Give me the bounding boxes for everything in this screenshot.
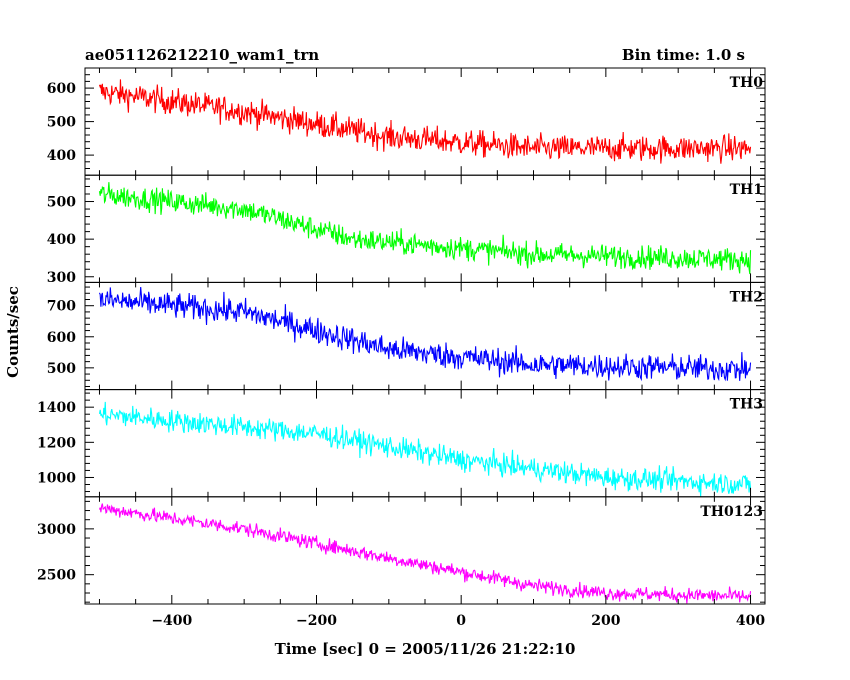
y-tick-label: 1400 bbox=[37, 400, 76, 416]
y-axis-label: Counts/sec bbox=[4, 286, 22, 378]
chart-title-right: Bin time: 1.0 s bbox=[622, 46, 745, 64]
y-tick-label: 700 bbox=[47, 299, 76, 315]
panel-th1: 300 400 500 TH1 bbox=[47, 174, 766, 286]
panel-th0: 400 500 600 TH0 bbox=[47, 67, 766, 176]
series-line-th2 bbox=[98, 286, 752, 382]
panel-frame bbox=[84, 174, 766, 283]
panel-th0123: 2500 3000 TH0123 bbox=[37, 496, 766, 605]
panel-th3: 1000 1200 1400 TH3 bbox=[37, 389, 766, 498]
panel-frame bbox=[84, 67, 766, 176]
panels-layer: 400 500 600 TH0 300 400 500 TH1 500 600 700 TH2 1000… bbox=[37, 67, 766, 629]
panel-label-th3: TH3 bbox=[730, 397, 763, 413]
x-tick-label: −200 bbox=[296, 613, 337, 629]
x-tick-label: −400 bbox=[151, 613, 192, 629]
y-tick-label: 1200 bbox=[37, 435, 76, 451]
panel-frame bbox=[84, 496, 766, 605]
x-tick-label: 200 bbox=[591, 613, 620, 629]
y-tick-label: 500 bbox=[47, 195, 76, 211]
series-line-th0123 bbox=[98, 503, 752, 604]
x-axis-label: Time [sec] 0 = 2005/11/26 21:22:10 bbox=[275, 640, 576, 658]
panel-label-th0: TH0 bbox=[730, 75, 764, 91]
y-tick-label: 600 bbox=[47, 330, 76, 346]
y-tick-label: 300 bbox=[47, 270, 76, 286]
panel-label-th0123: TH0123 bbox=[700, 504, 763, 520]
series-line-th1 bbox=[98, 182, 752, 275]
y-tick-label: 600 bbox=[47, 81, 76, 97]
y-tick-label: 400 bbox=[47, 232, 76, 248]
panel-label-th1: TH1 bbox=[730, 182, 763, 198]
y-tick-label: 3000 bbox=[37, 522, 76, 538]
panel-label-th2: TH2 bbox=[730, 289, 763, 305]
series-line-th3 bbox=[98, 401, 752, 497]
y-tick-label: 500 bbox=[47, 115, 76, 131]
chart-title-left: ae051126212210_wam1_trn bbox=[85, 46, 319, 64]
y-tick-label: 400 bbox=[47, 148, 76, 164]
x-tick-label: 0 bbox=[456, 613, 466, 629]
y-tick-label: 500 bbox=[47, 361, 76, 377]
y-tick-label: 2500 bbox=[37, 568, 76, 584]
y-tick-label: 1000 bbox=[37, 470, 76, 486]
series-line-th0 bbox=[98, 79, 752, 164]
panel-th2: 500 600 700 TH2 bbox=[47, 281, 766, 391]
x-tick-label: 400 bbox=[736, 613, 765, 629]
